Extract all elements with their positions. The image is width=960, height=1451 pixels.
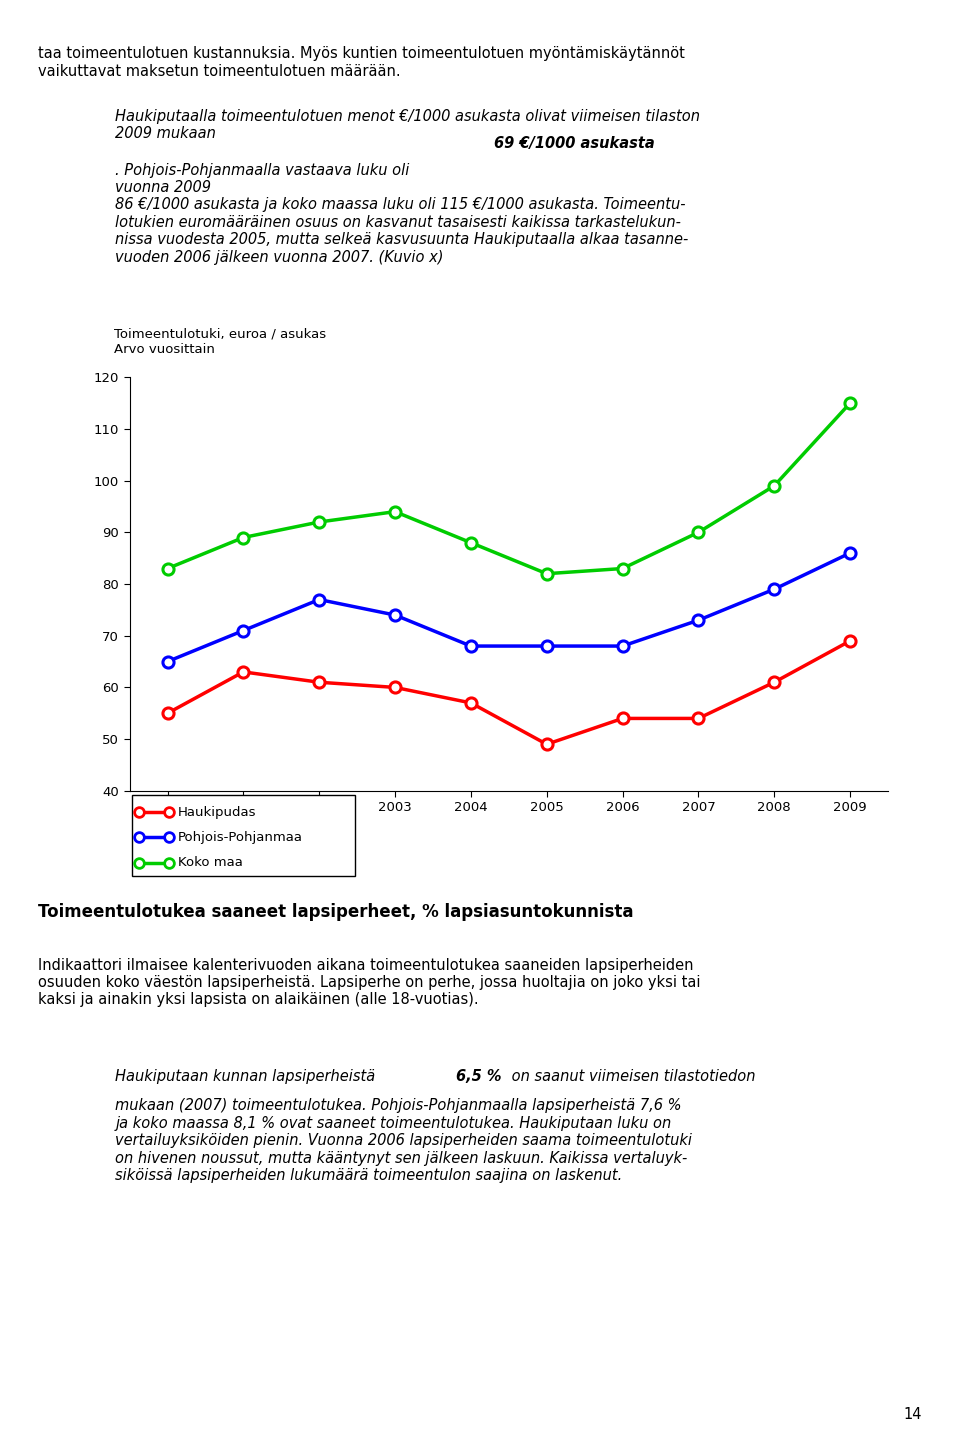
Text: Koko maa: Koko maa (178, 856, 243, 869)
Text: Pohjois-Pohjanmaa: Pohjois-Pohjanmaa (178, 831, 303, 844)
Text: Haukiputaan kunnan lapsiperheistä: Haukiputaan kunnan lapsiperheistä (115, 1069, 380, 1084)
Text: Indikaattori ilmaisee kalenterivuoden aikana toimeentulotukea saaneiden lapsiper: Indikaattori ilmaisee kalenterivuoden ai… (38, 958, 701, 1007)
Text: mukaan (2007) toimeentulotukea. Pohjois-Pohjanmaalla lapsiperheistä 7,6 %
ja kok: mukaan (2007) toimeentulotukea. Pohjois-… (115, 1098, 692, 1183)
Text: taa toimeentulotuen kustannuksia. Myös kuntien toimeentulotuen myöntämiskäytännö: taa toimeentulotuen kustannuksia. Myös k… (38, 46, 685, 78)
Text: 69 €/1000 asukasta: 69 €/1000 asukasta (494, 135, 655, 151)
FancyBboxPatch shape (132, 795, 355, 876)
Text: on saanut viimeisen tilastotiedon: on saanut viimeisen tilastotiedon (507, 1069, 756, 1084)
Text: Toimeentulotuki, euroa / asukas
Arvo vuosittain: Toimeentulotuki, euroa / asukas Arvo vuo… (114, 328, 326, 355)
Text: 14: 14 (903, 1407, 922, 1422)
Text: Haukiputaalla toimeentulotuen menot €/1000 asukasta olivat viimeisen tilaston
20: Haukiputaalla toimeentulotuen menot €/10… (115, 109, 700, 141)
Text: Haukipudas: Haukipudas (178, 805, 256, 818)
Text: Toimeentulotukea saaneet lapsiperheet, % lapsiasuntokunnista: Toimeentulotukea saaneet lapsiperheet, %… (38, 903, 634, 920)
Text: 6,5 %: 6,5 % (456, 1069, 501, 1084)
Text: . Pohjois-Pohjanmaalla vastaava luku oli
vuonna 2009
86 €/1000 asukasta ja koko : . Pohjois-Pohjanmaalla vastaava luku oli… (115, 163, 688, 264)
